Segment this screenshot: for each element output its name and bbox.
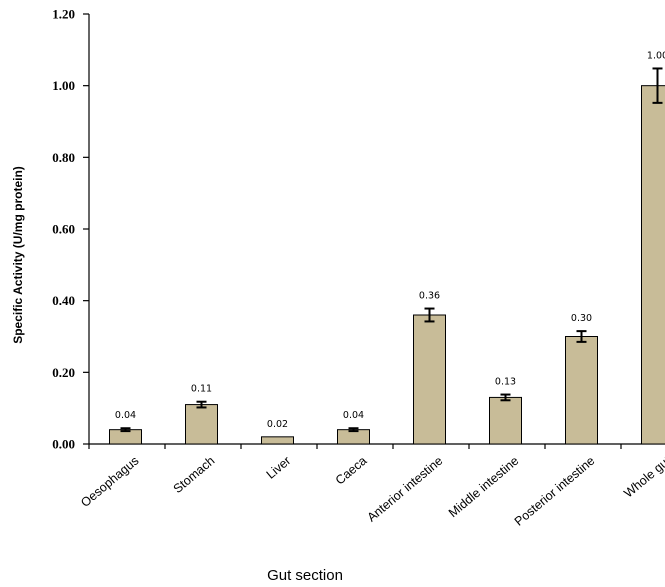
x-axis-label: Gut section — [267, 567, 343, 584]
data-label: 0.36 — [419, 291, 440, 302]
bar — [413, 314, 446, 445]
data-label: 0.13 — [495, 377, 516, 388]
data-label: 0.30 — [571, 313, 592, 324]
y-tick-label: 0.60 — [52, 222, 75, 237]
data-label: 0.11 — [191, 384, 212, 395]
bars — [109, 67, 665, 445]
bar — [565, 336, 598, 445]
y-tick-label: 0.80 — [52, 150, 75, 165]
category-label: Anterior intestine — [365, 454, 446, 525]
y-tick-label: 0.00 — [52, 437, 75, 452]
y-axis-label: Specific Activity (U/mg protein) — [11, 166, 25, 344]
data-label: 0.04 — [115, 410, 136, 421]
category-label: Posterior intestine — [512, 454, 598, 529]
category-label: Liver — [264, 454, 294, 482]
data-label: 0.04 — [343, 410, 364, 421]
category-label: Caeca — [333, 454, 370, 488]
bar — [185, 404, 218, 445]
category-label: Stomach — [171, 454, 218, 496]
y-tick-label: 0.40 — [52, 293, 75, 308]
y-tick-label: 1.20 — [52, 7, 75, 22]
data-label: 1.00 — [647, 50, 665, 61]
category-label: Middle intestine — [446, 454, 522, 521]
y-tick-label: 1.00 — [52, 78, 75, 93]
bar — [641, 85, 665, 445]
data-label: 0.02 — [267, 419, 288, 430]
labels: 0.04 Oesophagus 0.11 Stomach 0.02 Liver 0.04 Ca… — [78, 50, 665, 528]
bar — [261, 436, 294, 445]
category-label: Oesophagus — [78, 454, 141, 510]
y-tick-label: 0.20 — [52, 365, 75, 380]
bar — [489, 396, 522, 445]
category-label: Whole gut — [621, 453, 665, 500]
